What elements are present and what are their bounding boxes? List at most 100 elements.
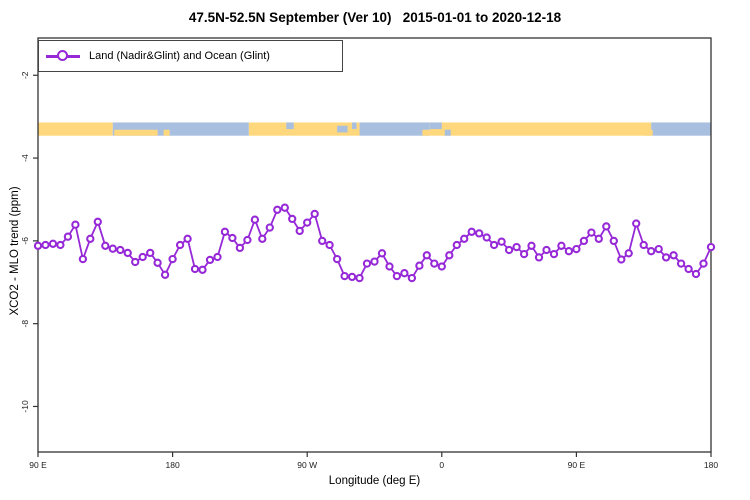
data-point <box>684 264 693 274</box>
data-point <box>265 223 274 232</box>
y-axis-tick-label: -6 <box>20 237 30 245</box>
data-point <box>325 240 334 250</box>
data-point <box>482 233 491 242</box>
data-point <box>78 254 88 264</box>
data-point <box>310 209 319 219</box>
data-point <box>579 236 589 246</box>
data-point <box>213 252 222 262</box>
surface-band-land-segment <box>248 122 360 136</box>
surface-band-speckle <box>163 129 170 136</box>
data-point <box>504 245 514 255</box>
data-point <box>160 270 170 279</box>
surface-band-speckle <box>352 122 357 130</box>
surface-band-speckle <box>444 129 451 136</box>
data-point <box>63 232 73 241</box>
data-point <box>407 273 417 283</box>
data-point <box>175 240 185 250</box>
data-point <box>295 226 304 236</box>
y-axis-title: XCO2 - MLO trend (ppm) <box>9 186 21 316</box>
data-point <box>542 245 551 255</box>
data-point <box>183 234 192 243</box>
data-point <box>594 234 603 243</box>
data-point <box>303 218 312 227</box>
data-point <box>422 251 431 260</box>
data-point <box>243 235 252 245</box>
data-point <box>205 255 215 265</box>
data-point <box>564 247 574 256</box>
x-axis-tick-label: 90 E <box>568 460 586 470</box>
data-point <box>639 240 648 250</box>
surface-band-ocean-segment <box>359 122 430 136</box>
data-point <box>534 253 544 262</box>
chart-title: 47.5N-52.5N September (Ver 10) 2015-01-0… <box>188 10 562 25</box>
surface-band-land-segment <box>38 122 113 136</box>
data-point <box>123 248 132 258</box>
y-axis-tick-label: -2 <box>20 71 30 79</box>
data-point <box>676 259 686 268</box>
data-point <box>228 233 237 243</box>
data-point <box>706 242 716 252</box>
data-point <box>93 217 102 226</box>
data-point <box>250 215 260 224</box>
surface-band-speckle <box>645 129 653 136</box>
surface-band-speckle <box>422 129 430 136</box>
data-point <box>392 271 402 281</box>
x-axis-tick-label: 180 <box>166 460 180 470</box>
data-point <box>258 234 267 243</box>
data-point <box>647 247 656 256</box>
data-point <box>146 248 155 258</box>
data-point <box>273 205 282 214</box>
data-point <box>602 222 611 231</box>
data-point <box>56 240 65 250</box>
surface-band-land-segment <box>429 122 652 136</box>
data-point <box>71 220 80 229</box>
data-point <box>235 243 245 253</box>
data-point <box>512 242 521 252</box>
surface-band-ocean-segment <box>651 122 711 136</box>
y-axis-tick-label: -10 <box>20 400 30 413</box>
y-axis-tick-label: -4 <box>20 154 30 162</box>
y-axis-tick-label: -8 <box>20 320 30 328</box>
data-point <box>624 249 633 258</box>
surface-band-speckle <box>429 122 442 130</box>
surface-band-speckle <box>114 129 158 136</box>
data-series-line <box>37 206 712 280</box>
data-point <box>385 262 394 271</box>
data-point <box>669 251 678 260</box>
data-point <box>572 244 581 254</box>
plot-box <box>37 37 712 453</box>
data-point <box>475 229 484 238</box>
data-point <box>370 257 379 266</box>
data-point <box>190 264 200 274</box>
data-point <box>153 258 162 267</box>
data-point <box>86 234 95 243</box>
data-point <box>467 227 476 236</box>
data-point <box>340 271 349 281</box>
data-point <box>691 269 701 279</box>
data-point <box>699 259 708 268</box>
surface-band-speckle <box>337 125 348 133</box>
data-point <box>168 254 177 264</box>
x-axis-tick-label: 180 <box>704 460 718 470</box>
data-point <box>347 272 357 282</box>
x-axis-tick-label: 90 W <box>297 460 317 470</box>
data-point <box>661 253 671 262</box>
data-point <box>497 237 506 246</box>
data-point <box>445 251 454 260</box>
data-point <box>48 239 58 248</box>
data-point <box>108 244 117 253</box>
x-axis-tick-label: 0 <box>439 460 444 470</box>
data-point <box>549 249 559 259</box>
data-point <box>609 236 618 246</box>
data-point <box>101 241 110 250</box>
data-point <box>377 249 387 258</box>
legend: Land (Nadir&Glint) and Ocean (Glint) <box>38 40 343 72</box>
legend-label: Land (Nadir&Glint) and Ocean (Glint) <box>89 50 270 62</box>
data-point <box>138 252 147 262</box>
data-point <box>400 269 409 278</box>
data-point <box>116 245 125 255</box>
data-point <box>632 219 641 228</box>
data-point <box>430 259 439 268</box>
